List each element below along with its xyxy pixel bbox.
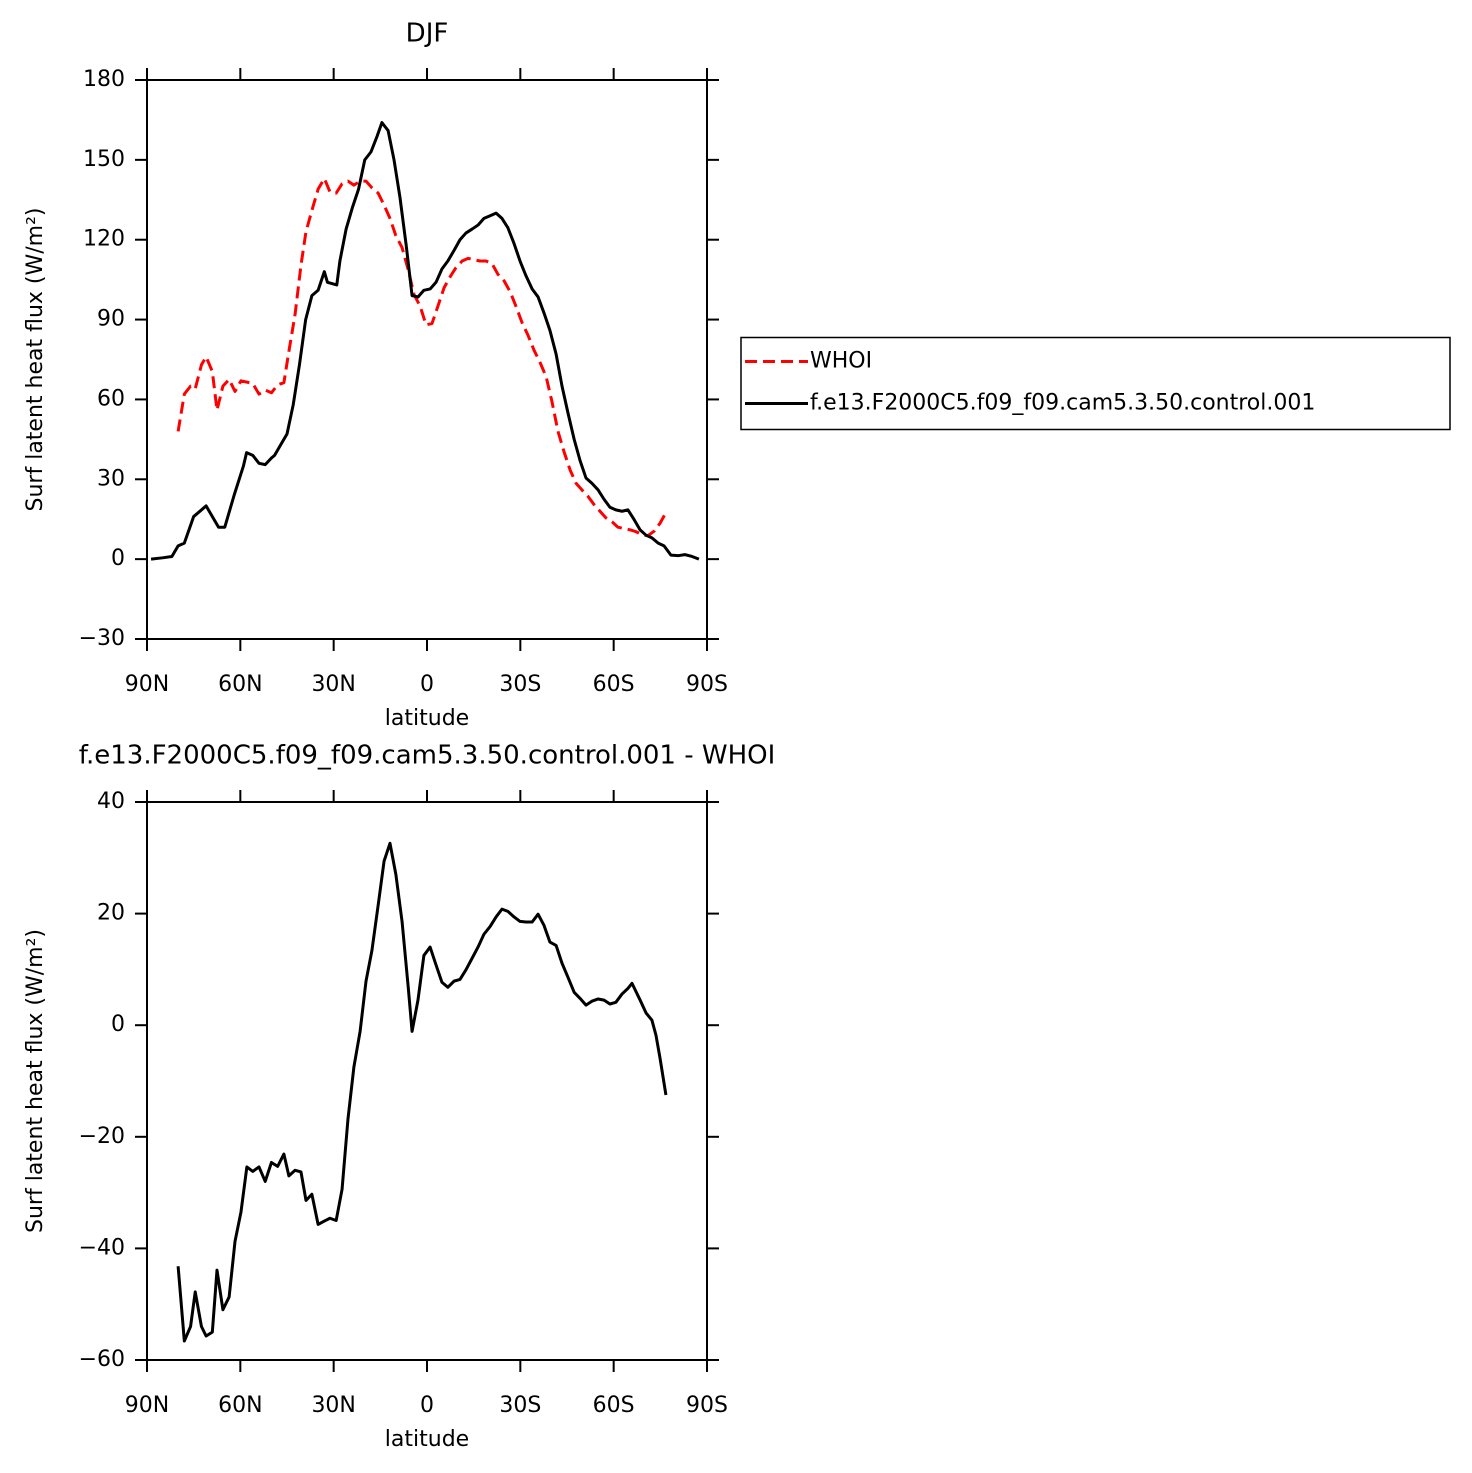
x-tick-label: 90N — [125, 672, 169, 697]
x-tick-label: 60S — [593, 672, 635, 697]
x-tick-label: 90N — [125, 1393, 169, 1418]
x-tick-label: 90S — [686, 672, 728, 697]
plot-frame — [146, 79, 708, 640]
x-tick-label: 30S — [499, 672, 541, 697]
data-line — [150, 121, 700, 561]
x-tick-label: 30S — [499, 1393, 541, 1418]
y-tick-label: 150 — [83, 147, 125, 172]
y-tick-label: 180 — [83, 67, 125, 92]
y-tick-label: 40 — [97, 789, 125, 814]
y-tick-label: −30 — [79, 626, 125, 651]
chart-title: DJF — [406, 19, 449, 49]
x-tick-label: 90S — [686, 1393, 728, 1418]
data-line — [176, 841, 668, 1343]
y-tick-label: 60 — [97, 386, 125, 411]
y-tick-label: −60 — [79, 1347, 125, 1372]
y-tick-label: 0 — [111, 546, 125, 571]
x-axis-label: latitude — [385, 1427, 469, 1452]
y-tick-label: 30 — [97, 466, 125, 491]
y-tick-label: 90 — [97, 307, 125, 332]
legend-box — [740, 336, 1451, 431]
x-tick-label: 60N — [218, 1393, 262, 1418]
y-tick-label: 120 — [83, 227, 125, 252]
plot-frame — [146, 801, 708, 1361]
y-tick-label: 20 — [97, 901, 125, 926]
x-axis-label: latitude — [385, 706, 469, 731]
y-tick-label: −40 — [79, 1235, 125, 1260]
x-tick-label: 30N — [311, 672, 355, 697]
legend-label: WHOI — [810, 349, 872, 374]
x-tick-label: 60N — [218, 672, 262, 697]
x-tick-label: 0 — [420, 1393, 434, 1418]
chart-title: f.e13.F2000C5.f09_f09.cam5.3.50.control.… — [79, 741, 776, 771]
y-tick-label: 0 — [111, 1012, 125, 1037]
x-tick-label: 0 — [420, 672, 434, 697]
legend-label: f.e13.F2000C5.f09_f09.cam5.3.50.control.… — [810, 391, 1315, 416]
x-tick-label: 60S — [593, 1393, 635, 1418]
data-line — [176, 176, 668, 538]
y-axis-label: Surf latent heat flux (W/m²) — [23, 929, 48, 1233]
y-axis-label: Surf latent heat flux (W/m²) — [23, 208, 48, 512]
x-tick-label: 30N — [311, 1393, 355, 1418]
y-tick-label: −20 — [79, 1124, 125, 1149]
